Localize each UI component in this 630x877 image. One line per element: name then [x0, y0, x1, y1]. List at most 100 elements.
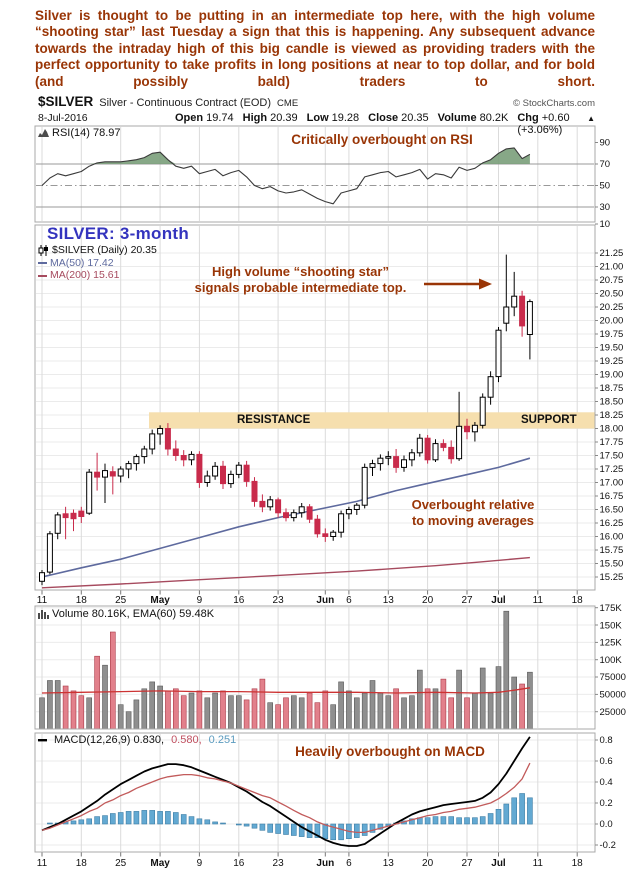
svg-text:16.50: 16.50 — [600, 505, 624, 516]
macd-value: MACD(12,26,9) 0.830, — [54, 734, 165, 746]
svg-text:0.6: 0.6 — [600, 756, 613, 767]
svg-text:175K: 175K — [600, 603, 623, 614]
svg-text:15.25: 15.25 — [600, 572, 624, 583]
svg-text:17.75: 17.75 — [600, 437, 624, 448]
price-legend: $SILVER (Daily) 20.35 MA(50) 17.42 MA(20… — [38, 244, 157, 283]
svg-text:20.75: 20.75 — [600, 275, 624, 286]
svg-text:16.75: 16.75 — [600, 491, 624, 502]
svg-text:18.25: 18.25 — [600, 410, 624, 421]
svg-text:25000: 25000 — [600, 707, 626, 718]
analyst-note: Silver is thought to be putting in an in… — [35, 8, 595, 89]
svg-text:18: 18 — [572, 595, 584, 606]
svg-text:19.25: 19.25 — [600, 356, 624, 367]
chart-header: $SILVER Silver - Continuous Contract (EO… — [38, 94, 595, 136]
svg-text:Jul: Jul — [491, 858, 506, 869]
svg-text:16: 16 — [233, 595, 245, 606]
quote-volume: Volume 80.2K — [437, 112, 509, 124]
svg-text:11: 11 — [533, 595, 544, 606]
symbol: $SILVER — [38, 94, 94, 109]
shooting-star-note: High volume “shooting star” signals prob… — [194, 264, 407, 295]
svg-text:11: 11 — [533, 858, 544, 869]
svg-text:18.00: 18.00 — [600, 424, 624, 435]
exchange: CME — [277, 98, 299, 109]
svg-text:Jul: Jul — [491, 595, 506, 606]
svg-text:100K: 100K — [600, 655, 623, 666]
rsi-label: RSI(14) 78.97 — [52, 127, 121, 139]
quote-low: Low 19.28 — [306, 112, 360, 124]
svg-text:17.25: 17.25 — [600, 464, 624, 475]
svg-text:18.75: 18.75 — [600, 383, 624, 394]
svg-text:11: 11 — [37, 595, 48, 606]
macd-label-row: MACD(12,26,9) 0.830, 0.580, 0.251 — [38, 734, 240, 746]
volume-label: Volume 80.16K, EMA(60) 59.48K — [52, 608, 215, 620]
macd-line-icon — [38, 738, 47, 742]
chart-title: SILVER: 3-month — [47, 224, 190, 243]
svg-text:16: 16 — [233, 858, 245, 869]
copyright: © StockCharts.com — [513, 98, 595, 109]
svg-text:30: 30 — [600, 202, 611, 213]
macd-annotation: Heavily overbought on MACD — [295, 744, 485, 759]
quote-change: Chg +0.60 (+3.06%) — [517, 112, 570, 136]
svg-text:50000: 50000 — [600, 690, 626, 701]
svg-text:May: May — [150, 595, 170, 606]
svg-text:21.00: 21.00 — [600, 262, 624, 273]
quote-close: Close 20.35 — [368, 112, 429, 124]
svg-text:19.00: 19.00 — [600, 370, 624, 381]
support-label: SUPPORT — [521, 414, 577, 426]
svg-text:9: 9 — [197, 595, 203, 606]
svg-text:27: 27 — [461, 858, 473, 869]
resistance-label: RESISTANCE — [237, 414, 311, 426]
area-indicator-icon — [38, 128, 49, 138]
svg-text:75000: 75000 — [600, 672, 626, 683]
quote-date: 8-Jul-2016 — [38, 112, 88, 124]
volume-bars-icon — [38, 609, 49, 619]
svg-text:20.25: 20.25 — [600, 302, 624, 313]
svg-text:-0.2: -0.2 — [600, 840, 616, 851]
ma50-label: MA(50) 17.42 — [50, 256, 114, 269]
svg-text:23: 23 — [273, 595, 285, 606]
ma50-swatch — [38, 262, 47, 265]
svg-text:May: May — [150, 858, 170, 869]
ma200-swatch — [38, 274, 47, 277]
svg-text:6: 6 — [346, 858, 352, 869]
svg-text:150K: 150K — [600, 620, 623, 631]
svg-text:13: 13 — [383, 858, 395, 869]
svg-text:18: 18 — [572, 858, 584, 869]
svg-text:13: 13 — [383, 595, 395, 606]
svg-text:0.0: 0.0 — [600, 819, 613, 830]
svg-text:15.50: 15.50 — [600, 559, 624, 570]
svg-text:70: 70 — [600, 159, 611, 170]
overbought-note: Overbought relative to moving averages — [411, 497, 535, 528]
svg-text:18.50: 18.50 — [600, 397, 624, 408]
svg-text:16.00: 16.00 — [600, 532, 624, 543]
rsi-label-row: RSI(14) 78.97 — [38, 127, 120, 139]
svg-text:16.25: 16.25 — [600, 518, 624, 529]
macd-signal-value: 0.580, — [171, 734, 202, 746]
rsi-annotation: Critically overbought on RSI — [291, 132, 473, 147]
svg-text:0.2: 0.2 — [600, 798, 613, 809]
svg-text:18: 18 — [76, 858, 88, 869]
candlestick-icon — [38, 245, 49, 257]
volume-label-row: Volume 80.16K, EMA(60) 59.48K — [38, 608, 214, 620]
svg-text:20: 20 — [422, 858, 434, 869]
svg-text:20.00: 20.00 — [600, 316, 624, 327]
svg-text:15.75: 15.75 — [600, 545, 624, 556]
svg-text:20: 20 — [422, 595, 434, 606]
svg-text:90: 90 — [600, 138, 611, 149]
quote-open: Open 19.74 — [175, 112, 234, 124]
svg-text:Jun: Jun — [316, 858, 334, 869]
svg-text:25: 25 — [115, 858, 127, 869]
legend-series: $SILVER (Daily) 20.35 — [38, 244, 157, 257]
svg-text:21.25: 21.25 — [600, 248, 624, 259]
svg-text:23: 23 — [273, 858, 285, 869]
ma200-label: MA(200) 15.61 — [50, 269, 120, 281]
legend-ma50: MA(50) 17.42 — [38, 256, 157, 270]
svg-text:17.50: 17.50 — [600, 451, 624, 462]
legend-ma200: MA(200) 15.61 — [38, 269, 157, 282]
macd-hist-value: 0.251 — [208, 734, 237, 746]
svg-text:0.4: 0.4 — [600, 777, 613, 788]
svg-text:Jun: Jun — [316, 595, 334, 606]
